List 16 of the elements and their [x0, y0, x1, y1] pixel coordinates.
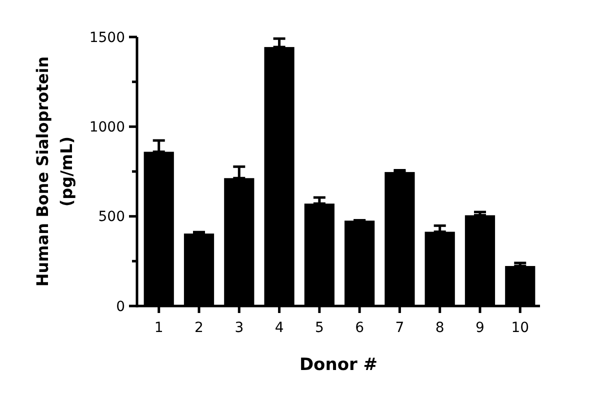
x-tick-label: 10	[511, 320, 530, 336]
y-tick-label: 0	[116, 298, 125, 315]
x-tick-label: 3	[234, 320, 244, 336]
y-tick-label: 1000	[89, 120, 125, 136]
x-tick-label: 7	[395, 320, 404, 336]
x-tick-label: 1	[154, 320, 164, 336]
x-tick-label: 5	[314, 320, 324, 336]
y-tick-label: 500	[98, 209, 125, 226]
y-tick-label: 1500	[89, 30, 125, 46]
y-axis-title: Human Bone Sialoprotein (pg/mL)	[33, 56, 76, 287]
x-tick-label: 2	[194, 320, 204, 336]
x-axis-title: Donor #	[299, 355, 378, 375]
x-tick-label: 8	[435, 320, 444, 336]
x-tick-label: 4	[274, 320, 284, 336]
x-tick-label: 9	[476, 320, 484, 336]
x-tick-label: 6	[355, 320, 364, 336]
